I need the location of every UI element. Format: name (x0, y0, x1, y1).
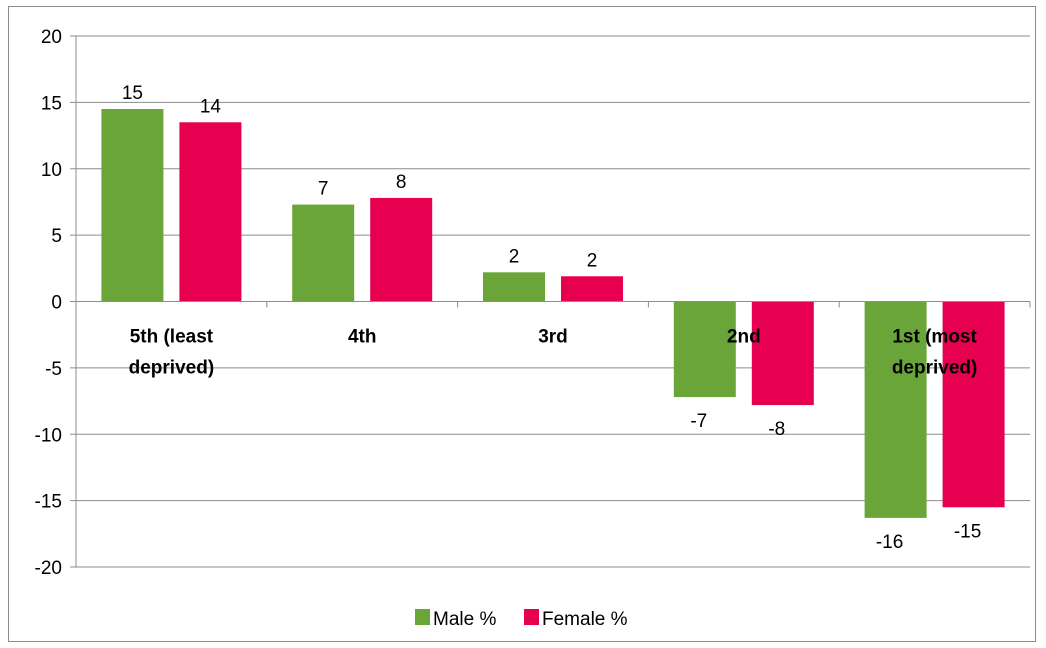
category-label: deprived) (892, 358, 978, 379)
category-label: 1st (most (892, 327, 977, 348)
bar-female (561, 276, 623, 302)
y-tick-label: 5 (51, 226, 62, 247)
y-axis-ticks: 20 15 10 5 0 -5 -10 -15 -20 (35, 27, 76, 579)
y-tick-label: 15 (41, 93, 62, 114)
data-label: -16 (876, 532, 903, 553)
axes (75, 36, 1031, 568)
category-label: 4th (348, 327, 377, 348)
bar-male (673, 301, 736, 398)
bar-female (370, 197, 433, 302)
category-labels: 5th (least deprived) 4th 3rd 2nd 1st (most dep… (129, 327, 978, 379)
legend-swatch-male (415, 609, 430, 625)
y-tick-label: 20 (41, 27, 62, 48)
legend-swatch-female (524, 609, 539, 625)
bar-female (942, 301, 1005, 508)
bars (101, 109, 1005, 518)
bar-male (292, 204, 355, 302)
y-tick-label: 10 (41, 160, 62, 181)
data-label: -8 (768, 419, 785, 440)
data-label: 14 (200, 96, 222, 117)
y-tick-label: -20 (35, 558, 62, 579)
data-label: 2 (587, 250, 598, 271)
bar-male (864, 301, 927, 518)
legend-label-female: Female % (542, 609, 628, 630)
y-tick-label: -5 (45, 359, 62, 380)
data-label: 7 (318, 179, 329, 200)
y-tick-label: -10 (35, 425, 62, 446)
data-label: 15 (122, 83, 143, 104)
bar-male (483, 272, 545, 302)
data-label: -7 (690, 411, 707, 432)
data-labels: 15 14 7 8 2 2 -7 -8 -16 -15 (122, 83, 982, 553)
data-label: 8 (396, 172, 407, 193)
legend: Male % Female % (415, 609, 628, 630)
y-tick-label: 0 (51, 293, 62, 314)
category-label: 2nd (727, 327, 761, 348)
data-label: -15 (954, 521, 981, 542)
category-label: deprived) (129, 358, 215, 379)
data-label: 2 (509, 246, 520, 267)
bar-female (751, 301, 814, 406)
y-tick-label: -15 (35, 492, 62, 513)
bar-female (179, 122, 242, 302)
legend-label-male: Male % (433, 609, 496, 630)
bar-male (101, 109, 164, 302)
category-label: 5th (least (130, 327, 214, 348)
category-label: 3rd (538, 327, 568, 348)
